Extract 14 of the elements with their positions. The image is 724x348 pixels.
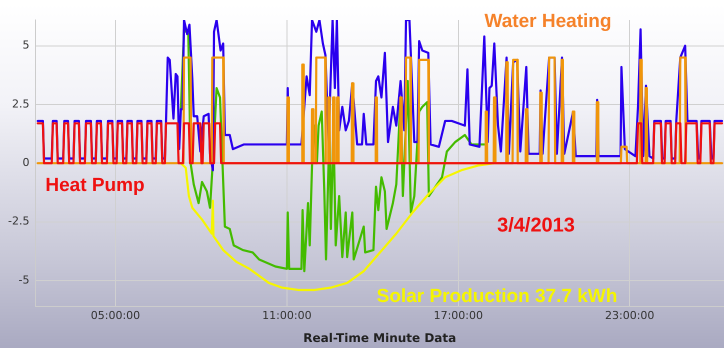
x-tick-label: 23:00:00 xyxy=(605,308,654,322)
x-axis-title: Real-Time Minute Data xyxy=(303,330,456,345)
y-tick-label: 2.5 xyxy=(12,97,30,110)
y-tick-label: -2.5 xyxy=(8,214,30,228)
x-tick-label: 11:00:00 xyxy=(262,308,312,322)
series-label: Water Heating xyxy=(484,11,612,32)
y-tick-label: 0 xyxy=(22,156,30,170)
annotation: 3/4/2013 xyxy=(497,214,575,237)
y-tick-label: 5 xyxy=(22,38,30,52)
x-tick-label: 17:00:00 xyxy=(434,308,483,322)
series-label: Solar Production 37.7 kWh xyxy=(376,286,618,308)
x-tick-label: 05:00:00 xyxy=(90,308,140,322)
series-label: Heat Pump xyxy=(45,175,145,196)
y-tick-label: -5 xyxy=(18,273,30,286)
